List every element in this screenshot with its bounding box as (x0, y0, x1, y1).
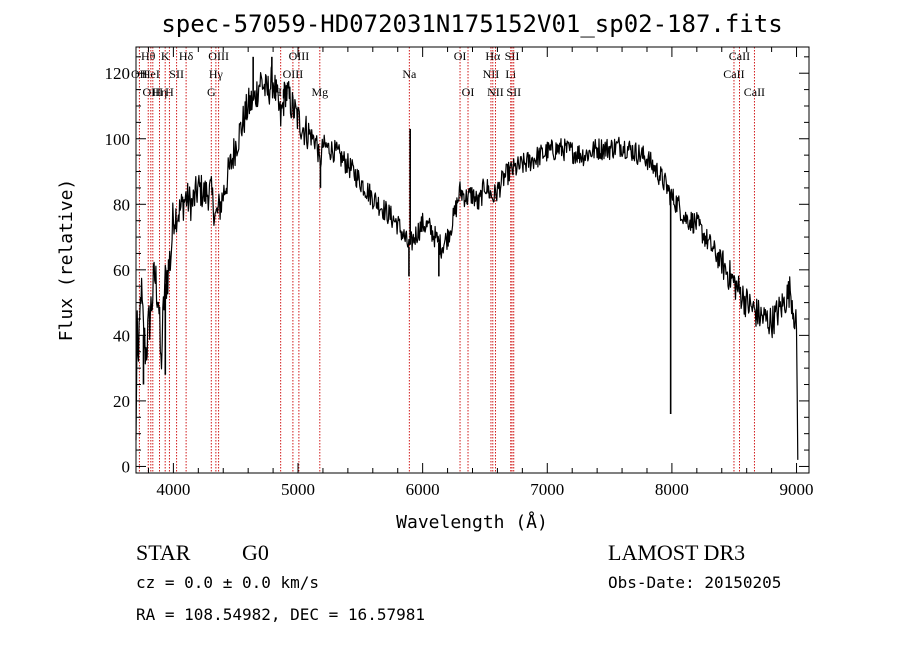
line-marker-label: SII (505, 49, 520, 63)
line-marker-label: OIII (283, 67, 304, 81)
line-marker-label: CaII (723, 67, 744, 81)
y-tick-label: 0 (122, 457, 131, 476)
x-tick-label: 9000 (780, 480, 814, 499)
line-marker-label: SII (506, 85, 521, 99)
line-marker-label: Hη (152, 85, 167, 99)
observation-date: Obs-Date: 20150205 (608, 573, 781, 592)
line-marker-label: Hδ (179, 49, 194, 63)
spectrum-line (135, 64, 799, 460)
line-marker-label: Na (402, 67, 417, 81)
object-class: STAR (136, 540, 191, 565)
line-markers: OIIHθHeIOIIIHηKHSIIHδGHγOIIIHβOIIIOIIIMg… (131, 47, 765, 473)
line-marker-label: G (207, 85, 216, 99)
y-axis: 0 20 40 60 80 100 120 (105, 56, 809, 476)
y-tick-label: 120 (105, 64, 131, 83)
line-marker-label: OI (462, 85, 475, 99)
line-marker-label: Li (505, 67, 516, 81)
line-marker-label: OIII (208, 49, 229, 63)
y-tick-label: 20 (113, 392, 130, 411)
line-marker-label: CaII (744, 85, 765, 99)
y-tick-label: 100 (105, 130, 131, 149)
x-tick-label: 6000 (406, 480, 440, 499)
y-axis-label: Flux (relative) (56, 179, 77, 342)
x-tick-label: 4000 (156, 480, 190, 499)
chart-title: spec-57059-HD072031N175152V01_sp02-187.f… (161, 10, 782, 38)
line-marker-label: OII (131, 67, 148, 81)
x-axis: 4000 5000 6000 7000 8000 9000 (147, 47, 814, 499)
line-marker-label: OIII (142, 85, 163, 99)
x-tick-label: 5000 (281, 480, 315, 499)
redshift-velocity: cz = 0.0 ± 0.0 km/s (136, 573, 319, 592)
ra-dec-coordinates: RA = 108.54982, DEC = 16.57981 (136, 605, 425, 624)
line-marker-label: NII (483, 67, 500, 81)
line-marker-label: HeI (142, 67, 160, 81)
line-marker-label: CaII (729, 49, 750, 63)
line-marker-label: Hα (485, 49, 501, 63)
spectrum-plot (135, 56, 799, 460)
line-marker-label: K (161, 49, 170, 63)
plot-frame (135, 46, 810, 474)
survey-name: LAMOST DR3 (608, 540, 745, 565)
line-marker-label: Hθ (141, 49, 156, 63)
x-axis-label: Wavelength (Å) (396, 511, 548, 533)
line-marker-label: NII (487, 85, 504, 99)
y-tick-label: 80 (113, 195, 130, 214)
y-tick-label: 60 (113, 261, 130, 280)
line-marker-label: Mg (311, 85, 328, 99)
line-marker-label: H (165, 85, 174, 99)
line-marker-label: Hγ (209, 67, 224, 81)
object-subclass: G0 (242, 540, 269, 565)
line-marker-label: OIII (289, 49, 310, 63)
y-tick-label: 40 (113, 326, 130, 345)
line-marker-label: SII (169, 67, 184, 81)
x-tick-label: 7000 (530, 480, 564, 499)
x-tick-label: 8000 (655, 480, 689, 499)
line-marker-label: OI (454, 49, 467, 63)
